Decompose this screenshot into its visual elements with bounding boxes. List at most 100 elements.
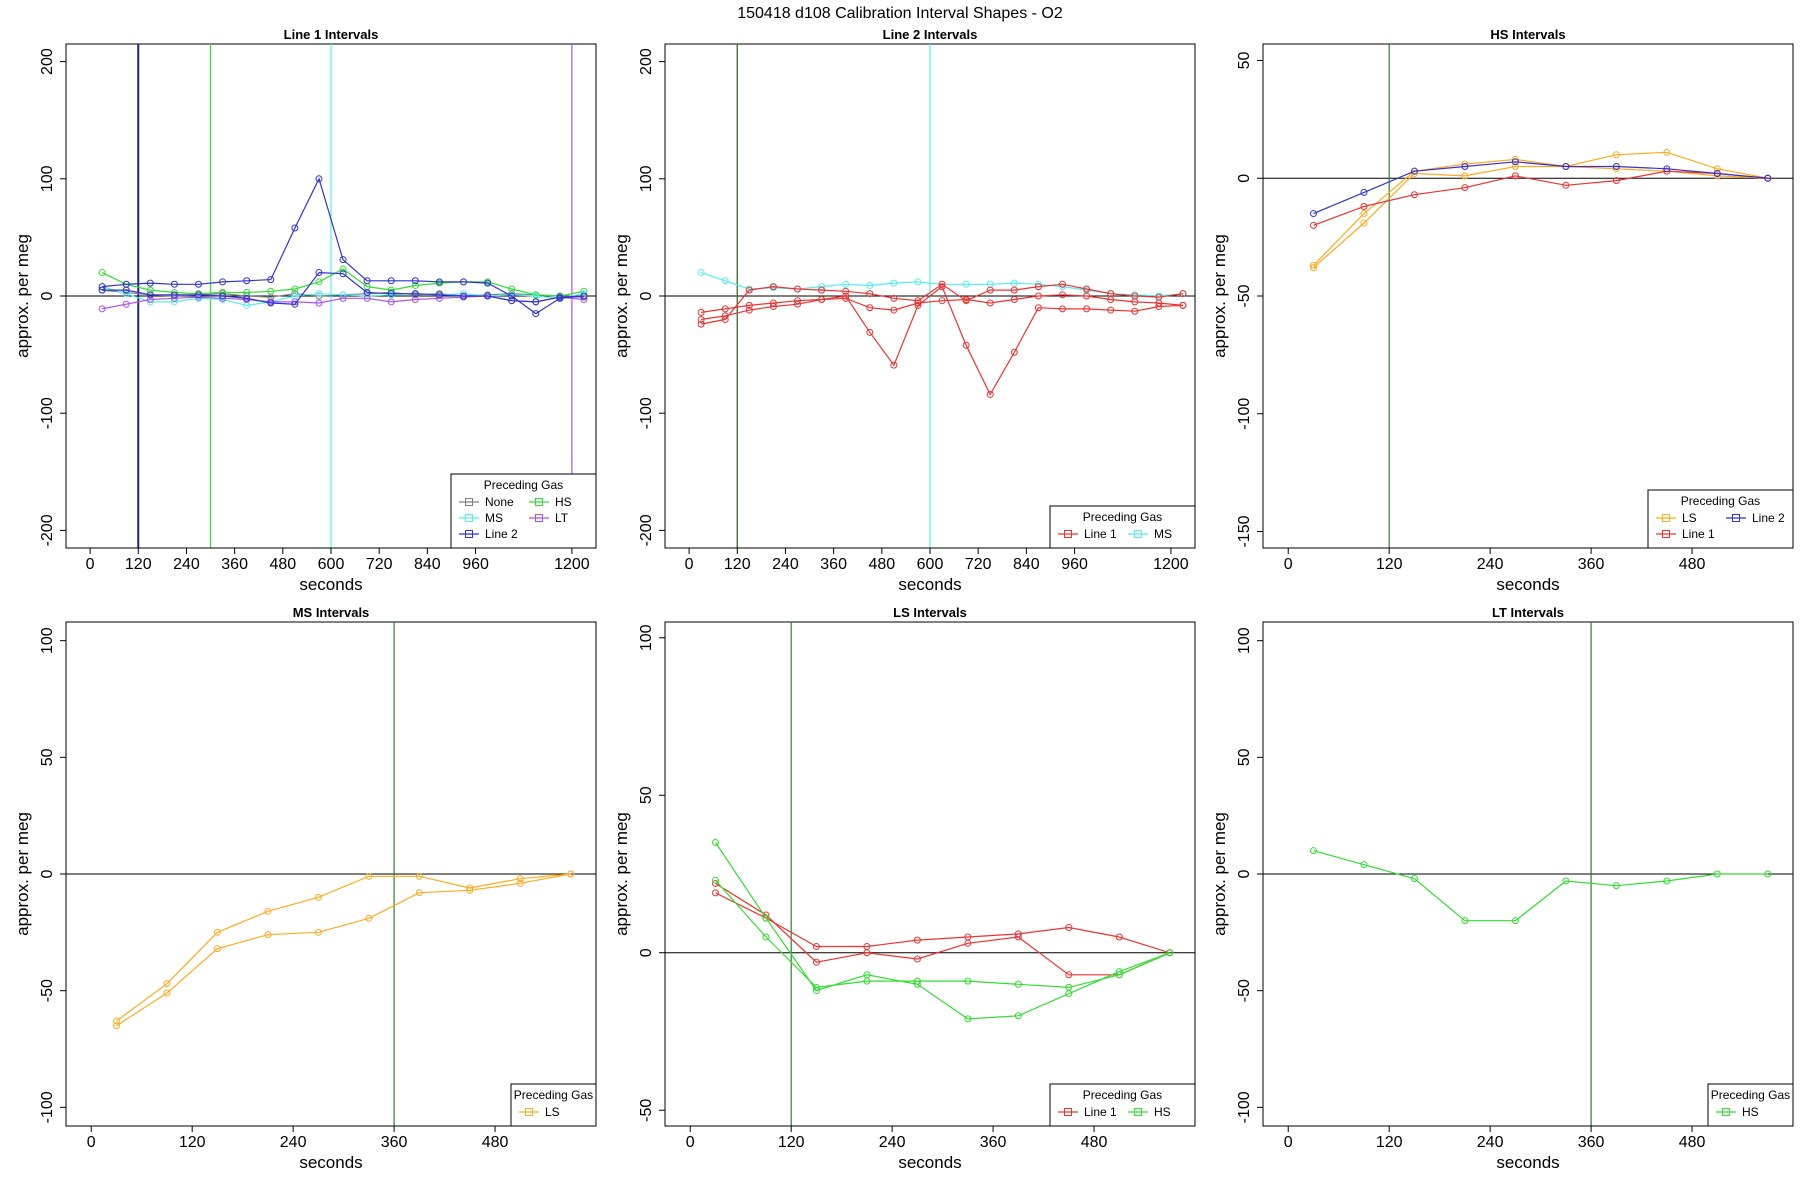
data-point [962, 341, 970, 349]
y-tick-label: -100 [1236, 398, 1253, 430]
y-tick-label: -50 [638, 1099, 655, 1122]
data-point [315, 269, 323, 277]
data-point [1309, 210, 1317, 218]
legend-marker [1134, 1108, 1142, 1116]
legend-marker [1064, 530, 1072, 538]
data-point [98, 269, 106, 277]
y-axis-label: approx. per meg [612, 812, 631, 936]
data-point [1179, 301, 1187, 309]
x-tick-label: 120 [778, 1134, 805, 1151]
series-line-line-1 [701, 285, 1184, 396]
y-tick-label: 0 [638, 948, 655, 957]
series-line-line-1 [1313, 170, 1768, 226]
data-point [769, 283, 777, 291]
chart-panel-5: LS Intervals 0 120 240 360 480 seconds -50 0 50 10… [612, 605, 1196, 1172]
legend-box [1707, 1083, 1794, 1127]
data-point [1059, 283, 1066, 291]
legend: Preceding Gas Line 1 MS [1049, 505, 1196, 549]
data-point [863, 977, 871, 985]
data-point [842, 292, 850, 300]
data-point [842, 294, 850, 302]
x-tick-label: 0 [87, 1134, 96, 1151]
data-point [1461, 160, 1469, 168]
series-line-line-1 [715, 882, 1171, 976]
plot-area [665, 622, 1195, 1126]
data-point [1034, 292, 1042, 300]
x-tick-label: 480 [1679, 1134, 1706, 1151]
data-point [1511, 158, 1519, 166]
data-point [1010, 279, 1018, 287]
x-tick-label: 720 [366, 556, 393, 573]
data-point [1612, 177, 1620, 185]
x-tick-label: 240 [1477, 556, 1504, 573]
data-point [1461, 917, 1469, 925]
y-tick-label: -50 [1236, 284, 1253, 307]
data-point [1059, 280, 1066, 288]
data-point [1713, 165, 1721, 173]
data-point [1612, 162, 1620, 170]
data-point [711, 839, 719, 846]
data-point [411, 277, 419, 285]
data-point [863, 942, 871, 950]
plot-area [66, 44, 596, 548]
data-point [697, 269, 705, 277]
x-tick-label: 0 [686, 1134, 695, 1151]
data-point [291, 224, 299, 232]
data-point [914, 301, 922, 309]
data-point [146, 286, 154, 294]
data-point [98, 286, 106, 294]
data-point [466, 884, 474, 892]
legend-marker [1134, 530, 1142, 538]
data-point [315, 299, 323, 307]
data-point [1115, 971, 1123, 979]
data-point [1014, 980, 1022, 988]
y-tick-label: 0 [39, 869, 56, 878]
series-line-line-1 [701, 294, 1184, 320]
data-point [1107, 290, 1115, 298]
x-tick-label: 120 [1376, 556, 1403, 573]
x-tick-label: 360 [221, 556, 248, 573]
data-point [1410, 875, 1418, 883]
data-point [291, 298, 299, 306]
plot-area [66, 622, 596, 1126]
x-tick-label: 120 [724, 556, 751, 573]
data-point [866, 304, 874, 312]
data-point [267, 299, 275, 307]
data-point [363, 288, 371, 296]
data-point [1713, 170, 1721, 178]
x-tick-label: 600 [917, 556, 944, 573]
x-tick-label: 1200 [554, 556, 590, 573]
data-point [1065, 924, 1073, 932]
data-point [1713, 172, 1721, 180]
data-point [1179, 290, 1187, 298]
legend-entry-line-1: Line 1 [1682, 527, 1715, 541]
data-point [1115, 933, 1123, 941]
data-point [195, 291, 202, 299]
data-point [163, 989, 171, 997]
y-tick-label: -100 [638, 397, 655, 429]
data-point [1562, 877, 1570, 885]
legend-title: Preceding Gas [1681, 494, 1760, 508]
data-point [315, 278, 323, 286]
x-tick-label: 240 [1477, 1134, 1504, 1151]
x-tick-label: 480 [1679, 556, 1706, 573]
data-point [365, 914, 373, 922]
y-tick-label: 100 [638, 165, 655, 192]
y-axis-label: approx. per meg [1210, 234, 1229, 358]
y-axis-label: approx. per meg [612, 234, 631, 358]
data-point [532, 298, 540, 306]
data-point [913, 955, 921, 963]
y-tick-label: 50 [638, 786, 655, 804]
data-point [484, 279, 492, 287]
y-tick-label: -50 [39, 979, 56, 1002]
data-point [913, 977, 921, 985]
x-tick-label: 480 [482, 1134, 509, 1151]
data-point [264, 931, 272, 939]
data-point [122, 300, 130, 308]
legend-marker [1732, 514, 1740, 522]
data-point [146, 291, 154, 299]
series-line-hs [715, 842, 1171, 1020]
data-point [435, 291, 443, 299]
y-tick-label: -200 [39, 514, 56, 546]
